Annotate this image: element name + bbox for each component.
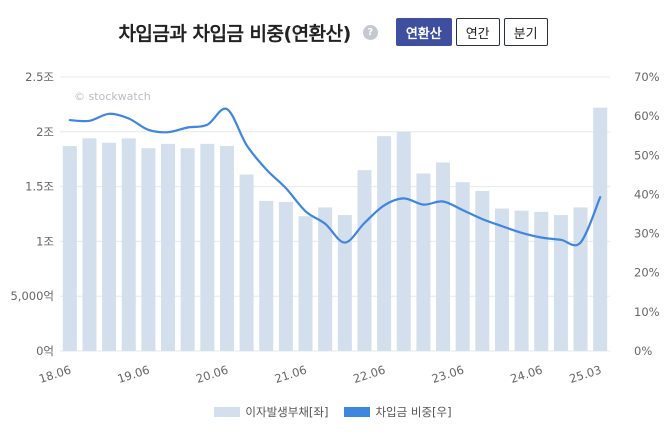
- y-left-tick-label: 2.5조: [25, 70, 54, 84]
- legend-bar-swatch: [214, 407, 241, 417]
- x-tick-label: 23.06: [430, 363, 466, 386]
- tab-quarterly[interactable]: 분기: [503, 18, 548, 46]
- tab-annualized[interactable]: 연환산: [395, 18, 452, 46]
- bar[interactable]: [62, 146, 77, 351]
- y-right-tick-label: 70%: [634, 70, 660, 84]
- x-tick-label: 25.03: [567, 363, 603, 386]
- bar[interactable]: [436, 162, 451, 351]
- chart-title: 차입금과 차입금 비중(연환산): [118, 22, 351, 45]
- y-left-tick-label: 1.5조: [25, 180, 54, 194]
- x-tick-label: 21.06: [273, 363, 309, 386]
- y-axis-right: 0% 10% 20% 30% 40% 50% 60% 70%: [634, 70, 660, 358]
- y-right-tick-label: 30%: [634, 227, 660, 241]
- bar[interactable]: [200, 143, 215, 351]
- chart-header: 차입금과 차입금 비중(연환산) ? 연환산 연간 분기: [0, 14, 666, 50]
- bar[interactable]: [239, 174, 254, 351]
- x-tick-label: 22.06: [351, 363, 387, 386]
- legend-line-swatch: [344, 407, 371, 417]
- bar[interactable]: [102, 142, 117, 351]
- bar[interactable]: [396, 131, 411, 351]
- y-axis-left: 0억 5,000억 1조 1.5조 2조 2.5조: [10, 70, 54, 358]
- bar[interactable]: [534, 211, 549, 351]
- bar[interactable]: [416, 173, 431, 351]
- bar[interactable]: [475, 190, 490, 351]
- y-left-tick-label: 5,000억: [10, 289, 54, 303]
- y-right-tick-label: 60%: [634, 109, 660, 123]
- bar[interactable]: [357, 170, 372, 351]
- y-right-tick-label: 50%: [634, 148, 660, 162]
- bar[interactable]: [514, 210, 529, 351]
- bar[interactable]: [573, 207, 588, 351]
- y-left-tick-label: 0억: [36, 344, 54, 358]
- x-axis: 18.06 19.06 20.06 21.06 22.06 23.06 24.06 25.03: [37, 363, 603, 386]
- help-icon[interactable]: ?: [362, 24, 378, 40]
- x-tick-label: 18.06: [37, 363, 73, 386]
- bar[interactable]: [298, 216, 313, 351]
- watermark: © stockwatch: [74, 90, 151, 103]
- bar[interactable]: [121, 138, 136, 351]
- bar[interactable]: [141, 148, 156, 351]
- x-tick-label: 24.06: [509, 363, 545, 386]
- bar[interactable]: [593, 107, 608, 351]
- tab-annual[interactable]: 연간: [455, 18, 500, 46]
- y-left-tick-label: 1조: [36, 234, 54, 248]
- bar[interactable]: [259, 200, 274, 351]
- legend-item-bars[interactable]: 이자발생부채[좌]: [214, 404, 328, 420]
- legend-item-line[interactable]: 차입금 비중[우]: [344, 404, 452, 420]
- y-right-tick-label: 40%: [634, 187, 660, 201]
- bar[interactable]: [318, 207, 333, 351]
- x-tick-label: 19.06: [116, 363, 152, 386]
- bar[interactable]: [553, 215, 568, 351]
- bar[interactable]: [161, 143, 176, 351]
- bar[interactable]: [82, 138, 97, 351]
- legend-line-label: 차입금 비중[우]: [375, 405, 452, 419]
- y-right-tick-label: 20%: [634, 266, 660, 280]
- y-right-tick-label: 10%: [634, 305, 660, 319]
- x-tick-label: 20.06: [194, 363, 230, 386]
- bar[interactable]: [455, 182, 470, 351]
- line-series: [68, 107, 602, 247]
- legend-bar-label: 이자발생부채[좌]: [245, 405, 329, 419]
- y-right-tick-label: 0%: [634, 344, 652, 358]
- bar[interactable]: [278, 201, 293, 351]
- bar[interactable]: [494, 208, 509, 351]
- y-left-tick-label: 2조: [36, 125, 54, 139]
- bar[interactable]: [180, 148, 195, 351]
- bar[interactable]: [219, 146, 234, 351]
- legend: 이자발생부채[좌] 차입금 비중[우]: [0, 404, 666, 420]
- bar-series: [62, 107, 608, 351]
- bar[interactable]: [337, 215, 352, 351]
- bar[interactable]: [377, 136, 392, 351]
